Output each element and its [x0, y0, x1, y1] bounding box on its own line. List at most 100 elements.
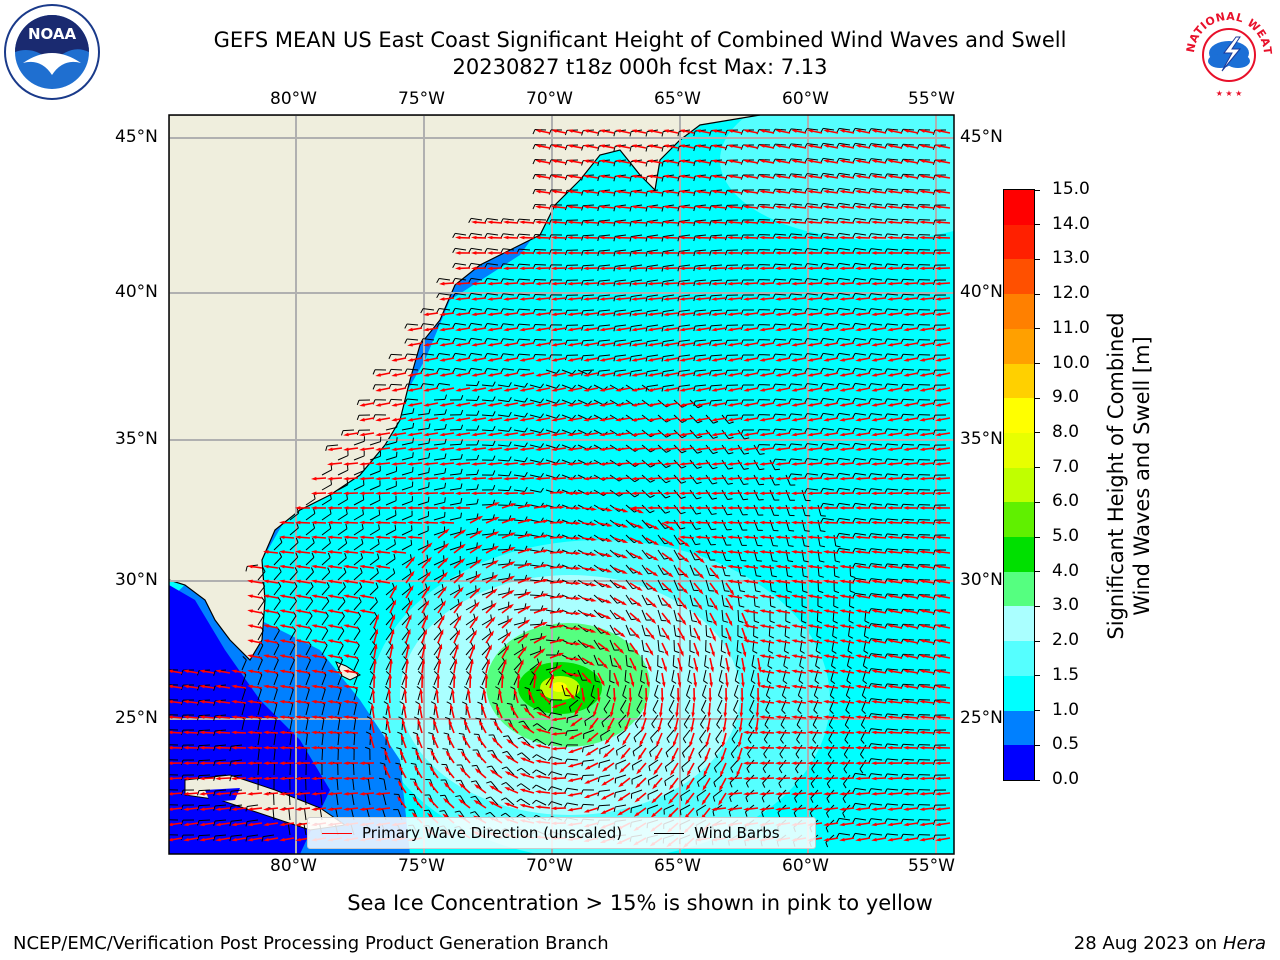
wind-barb-flag: [816, 635, 822, 639]
wind-barb: [710, 399, 723, 402]
wind-barb: [855, 577, 867, 581]
wind-barb-flag: [488, 628, 492, 634]
wind-barb-flag: [780, 724, 785, 729]
wind-barb: [812, 729, 819, 740]
wind-barb: [631, 294, 643, 298]
wind-barb: [423, 353, 435, 356]
wind-barb-flag: [679, 558, 685, 561]
wind-barb: [695, 399, 707, 402]
wind-barb: [582, 803, 595, 806]
wind-barb: [817, 504, 822, 516]
wind-barb: [401, 486, 413, 491]
wind-barb: [817, 534, 821, 546]
wind-barb: [337, 704, 341, 716]
wind-barb-flag: [448, 686, 453, 690]
wind-barb-flag: [364, 746, 371, 750]
wave-arrow-head: [631, 159, 637, 164]
wind-barb-flag: [709, 325, 712, 331]
wind-barb: [749, 699, 755, 711]
wind-barb-flag: [444, 409, 447, 415]
wind-barb-flag: [798, 680, 804, 684]
wind-barb-flag: [492, 528, 495, 534]
wind-barb: [368, 763, 371, 776]
wind-barb-flag: [693, 326, 696, 332]
wind-barb-flag: [540, 472, 544, 478]
wind-barb-flag: [564, 310, 568, 316]
wind-barb: [423, 338, 435, 341]
wind-barb-flag: [564, 340, 568, 346]
wind-barb-flag: [724, 280, 728, 286]
wind-barb-flag: [657, 665, 663, 669]
wind-barb: [289, 512, 299, 521]
wind-barb-flag: [581, 340, 584, 346]
wind-barb-flag: [428, 467, 430, 473]
wind-barb-flag: [868, 818, 872, 824]
wind-barb-flag: [245, 821, 248, 827]
wind-barb: [503, 278, 515, 281]
wind-barb-flag: [648, 766, 651, 772]
wind-barb: [687, 669, 691, 681]
wind-barb-flag: [849, 590, 855, 594]
wind-barb: [321, 586, 330, 596]
wind-barb: [657, 414, 667, 423]
wind-barb: [561, 399, 573, 405]
wind-barb-flag: [771, 590, 777, 593]
wind-barb-flag: [693, 401, 696, 407]
wind-barb: [247, 819, 259, 823]
wind-barb-flag: [661, 221, 664, 227]
wind-barb: [636, 699, 643, 710]
wind-barb: [779, 744, 787, 755]
wind-barb: [673, 444, 683, 454]
wind-barb-flag: [460, 497, 463, 504]
wind-barb-flag: [820, 188, 824, 193]
wind-barb-flag: [764, 724, 769, 729]
wind-barb: [902, 278, 915, 281]
wind-barb: [871, 803, 883, 806]
wind-barb: [337, 557, 347, 566]
wind-barb: [545, 414, 557, 419]
wind-barb: [663, 804, 675, 811]
wind-barb-flag: [180, 744, 184, 751]
wind-barb: [887, 518, 899, 521]
wind-barb-flag: [412, 408, 415, 414]
wind-barb-flag: [706, 635, 712, 639]
wind-barb-flag: [564, 355, 568, 361]
wind-barb: [497, 429, 509, 432]
wind-barb-flag: [460, 527, 462, 533]
wind-barb: [497, 660, 505, 671]
wind-barb-flag: [820, 515, 826, 517]
wind-barb-flag: [503, 735, 509, 738]
wind-barb-flag: [868, 308, 872, 314]
wind-barb: [417, 515, 429, 521]
wind-barb: [518, 278, 531, 281]
wind-barb: [689, 549, 696, 561]
wind-barb: [807, 353, 819, 356]
wind-barb-flag: [677, 296, 680, 302]
wind-barb-flag: [932, 339, 936, 345]
wind-barb-flag: [620, 709, 625, 714]
wind-barb-flag: [279, 537, 283, 543]
wind-barb: [545, 369, 557, 374]
wind-barb-flag: [613, 281, 616, 287]
wind-barb: [696, 804, 707, 812]
wind-barb-flag: [423, 612, 427, 618]
wind-barb-flag: [674, 650, 680, 654]
wind-barb: [582, 324, 595, 327]
wind-barb: [705, 594, 709, 606]
wind-barb-flag: [848, 620, 854, 624]
wind-barb-flag: [294, 581, 298, 587]
wind-barb: [321, 469, 332, 476]
wind-barb-flag: [532, 204, 536, 210]
wind-barb: [902, 668, 915, 671]
wind-barb-flag: [729, 796, 732, 803]
wind-barb: [657, 474, 667, 484]
wind-barb: [257, 659, 263, 671]
wind-barb-flag: [375, 582, 379, 588]
wind-barb-flag: [825, 842, 829, 848]
wave-arrow-head: [919, 144, 925, 148]
wind-barb: [385, 470, 397, 476]
wind-barb-flag: [393, 553, 396, 559]
wind-barb-flag: [311, 552, 315, 558]
wind-barb-flag: [745, 797, 749, 803]
wave-arrow-head: [551, 129, 557, 133]
